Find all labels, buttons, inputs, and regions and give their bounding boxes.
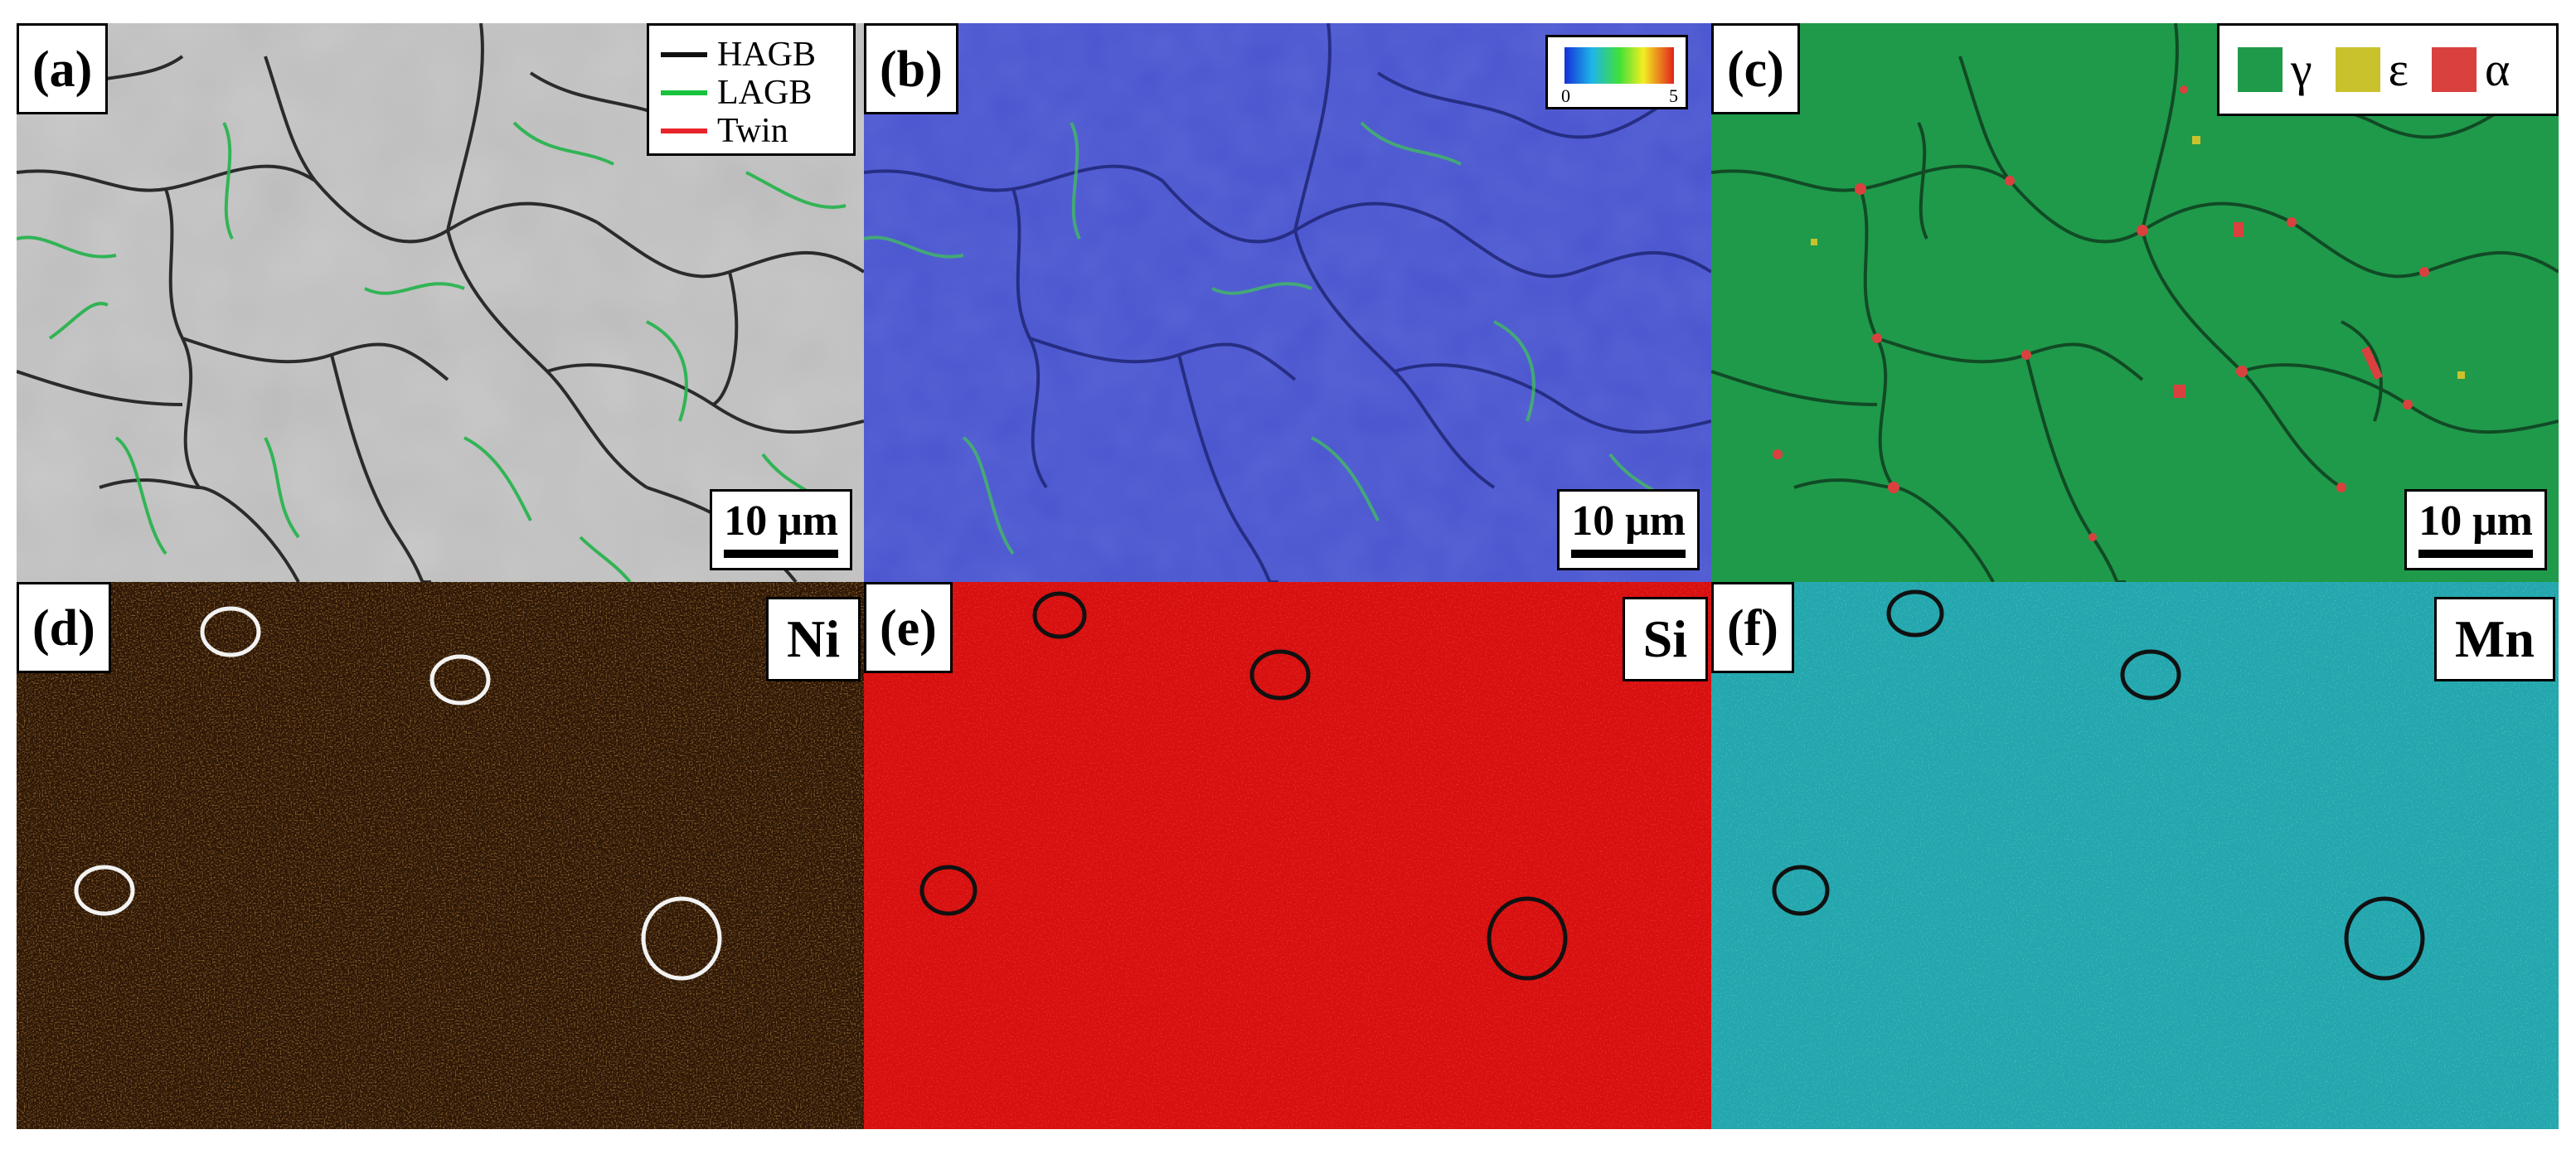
legend-label-hagb: HAGB (717, 36, 817, 74)
legend-label-alpha: α (2485, 42, 2511, 96)
scale-bar-a: 10 μm (710, 489, 852, 570)
grain-boundary-legend: HAGB LAGB Twin (647, 23, 856, 156)
element-label-si: Si (1622, 597, 1708, 681)
scale-bar-label-c: 10 μm (2418, 497, 2533, 545)
twin-line-swatch (661, 128, 707, 133)
scale-bar-line-a (724, 550, 838, 558)
panel-a-band-contrast-map: (a) HAGB LAGB Twin 10 μm (17, 23, 864, 582)
ni-eds-image (17, 582, 864, 1129)
panel-label-f: (f) (1711, 582, 1794, 673)
kam-image (864, 23, 1711, 582)
element-label-ni: Ni (766, 597, 861, 681)
epsilon-swatch (2335, 47, 2380, 92)
kam-colorbar-legend: 0 5 (1545, 35, 1688, 109)
panel-f-mn-map: (f) Mn (1711, 582, 2559, 1129)
colorbar-min-label: 0 (1561, 85, 1570, 106)
panel-b-kam-map: (b) 0 5 10 μm (864, 23, 1711, 582)
scale-bar-label-b: 10 μm (1571, 497, 1686, 545)
colorbar-max-label: 5 (1669, 85, 1678, 106)
si-eds-image (864, 582, 1711, 1129)
gamma-swatch (2238, 47, 2283, 92)
scale-bar-line-c (2418, 550, 2533, 558)
scale-bar-line-b (1571, 550, 1686, 558)
legend-item-alpha: α (2432, 46, 2510, 94)
panel-c-phase-map: (c) γ ε α 10 μm (1711, 23, 2559, 582)
legend-label-lagb: LAGB (717, 74, 813, 112)
element-label-mn: Mn (2434, 597, 2555, 681)
legend-label-gamma: γ (2291, 42, 2312, 96)
scale-bar-b: 10 μm (1557, 489, 1700, 570)
legend-item-epsilon: ε (2335, 42, 2409, 96)
alpha-swatch (2432, 47, 2477, 92)
panel-label-b: (b) (864, 23, 958, 114)
panel-d-ni-map: (d) Ni (17, 582, 864, 1129)
scale-bar-label-a: 10 μm (724, 497, 838, 545)
legend-item-lagb: LAGB (661, 75, 812, 110)
legend-label-twin: Twin (717, 112, 788, 150)
panel-label-a: (a) (17, 23, 109, 114)
legend-item-gamma: γ (2238, 46, 2312, 94)
panel-label-c: (c) (1711, 23, 1800, 114)
panel-label-e: (e) (864, 582, 953, 673)
legend-item-twin: Twin (661, 114, 788, 148)
hagb-line-swatch (661, 52, 707, 57)
phase-image (1711, 23, 2559, 582)
panel-label-d: (d) (17, 582, 111, 673)
kam-colorbar (1565, 47, 1674, 84)
legend-label-epsilon: ε (2388, 42, 2409, 96)
phase-legend: γ ε α (2217, 23, 2559, 116)
lagb-line-swatch (661, 90, 707, 95)
scale-bar-c: 10 μm (2404, 489, 2547, 570)
mn-eds-image (1711, 582, 2559, 1129)
panel-e-si-map: (e) Si (864, 582, 1711, 1129)
legend-item-hagb: HAGB (661, 37, 816, 72)
